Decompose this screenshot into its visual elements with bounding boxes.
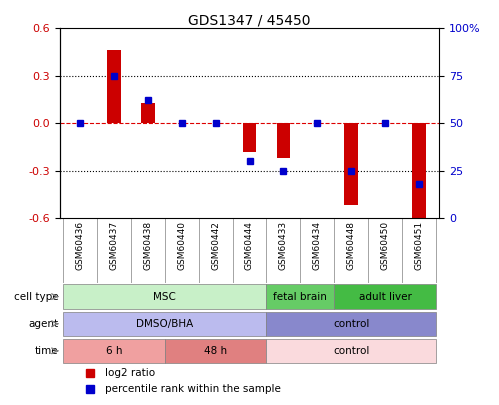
Text: fetal brain: fetal brain	[273, 292, 327, 302]
Bar	[412, 123, 426, 221]
Text: GSM60434: GSM60434	[313, 221, 322, 270]
FancyBboxPatch shape	[266, 339, 436, 363]
Text: cell type: cell type	[13, 292, 58, 302]
Bar	[107, 51, 121, 123]
Text: GSM60437: GSM60437	[110, 221, 119, 271]
Bar	[276, 123, 290, 158]
Text: DMSO/BHA: DMSO/BHA	[136, 319, 194, 329]
Text: GSM60450: GSM60450	[380, 221, 389, 271]
Text: GSM60448: GSM60448	[347, 221, 356, 270]
Text: 48 h: 48 h	[204, 346, 227, 356]
Text: control: control	[333, 346, 369, 356]
Text: GSM60440: GSM60440	[177, 221, 186, 270]
FancyBboxPatch shape	[165, 339, 266, 363]
Text: GSM60436: GSM60436	[76, 221, 85, 271]
Text: MSC: MSC	[153, 292, 176, 302]
Text: log2 ratio: log2 ratio	[105, 367, 156, 377]
Text: time: time	[34, 346, 58, 356]
Text: adult liver: adult liver	[358, 292, 411, 302]
FancyBboxPatch shape	[266, 284, 334, 309]
Text: 6 h: 6 h	[106, 346, 122, 356]
FancyBboxPatch shape	[334, 284, 436, 309]
Text: percentile rank within the sample: percentile rank within the sample	[105, 384, 281, 394]
FancyBboxPatch shape	[63, 339, 165, 363]
Bar	[243, 123, 256, 151]
Text: agent: agent	[28, 319, 58, 329]
FancyBboxPatch shape	[266, 311, 436, 336]
Bar	[344, 123, 358, 205]
Text: GSM60438: GSM60438	[143, 221, 152, 271]
Text: control: control	[333, 319, 369, 329]
Bar	[141, 102, 155, 123]
FancyBboxPatch shape	[63, 311, 266, 336]
Text: GSM60442: GSM60442	[211, 221, 220, 270]
FancyBboxPatch shape	[63, 284, 266, 309]
Title: GDS1347 / 45450: GDS1347 / 45450	[188, 13, 311, 27]
Text: GSM60444: GSM60444	[245, 221, 254, 270]
Text: GSM60451: GSM60451	[414, 221, 423, 271]
Text: GSM60433: GSM60433	[279, 221, 288, 271]
